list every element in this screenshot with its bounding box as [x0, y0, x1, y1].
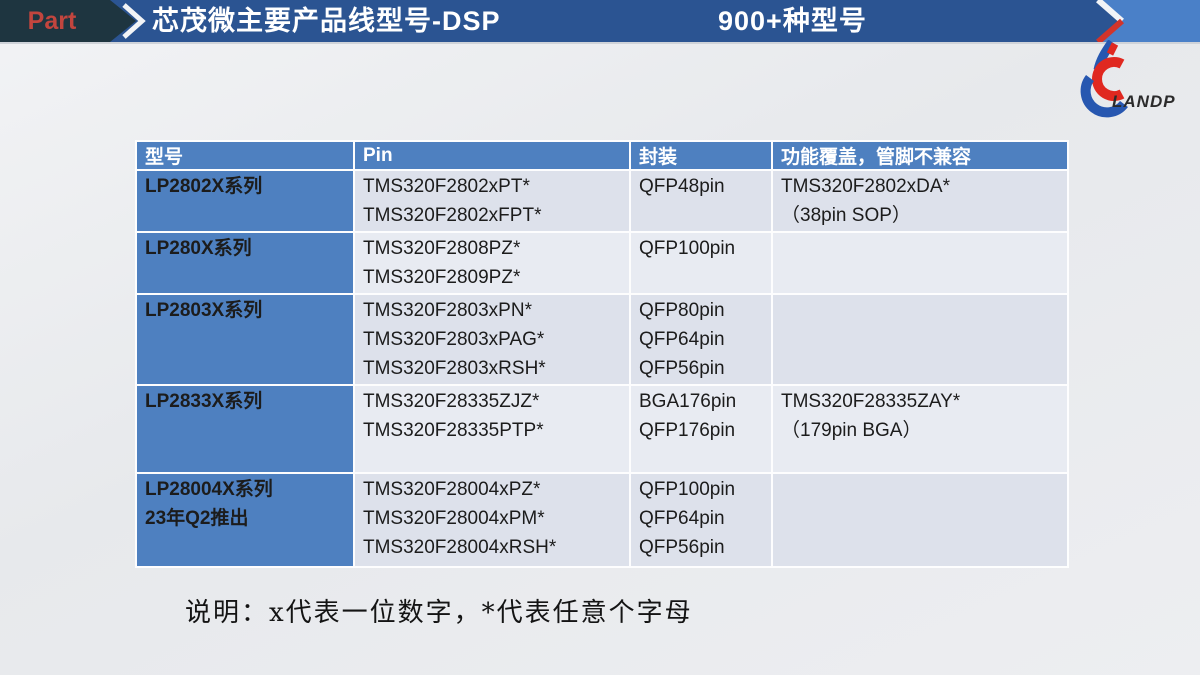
column-header: Pin [355, 142, 629, 169]
chevron-right-icon [122, 3, 146, 39]
model-cell: LP28004X系列 23年Q2推出 [137, 474, 353, 566]
cell-line: QFP100pin [639, 479, 736, 500]
cell-line: TMS320F2809PZ* [363, 267, 521, 288]
product-table-header-row: 型号 Pin 封装 功能覆盖，管脚不兼容 [137, 142, 1067, 169]
cell-line: QFP176pin [639, 420, 736, 441]
coverage-cell: TMS320F2802xDA* （38pin SOP） [773, 171, 1067, 231]
cell-line: QFP48pin [639, 176, 725, 197]
table-row: LP28004X系列 23年Q2推出 TMS320F28004xPZ* TMS320F… [137, 474, 1067, 566]
cell-line: TMS320F28335ZJZ* [363, 391, 540, 412]
pin-cell: TMS320F28004xPZ* TMS320F28004xPM* TMS320F2… [355, 474, 629, 566]
product-table: 型号 Pin 封装 功能覆盖，管脚不兼容 LP2802X系列 TMS320F2802xP… [135, 140, 1069, 568]
cell-line: LP280X系列 [145, 238, 252, 259]
coverage-cell [773, 295, 1067, 384]
landp-logo-text: LANDP [1112, 92, 1176, 111]
cell-line: LP2833X系列 [145, 391, 263, 412]
table-row: LP2802X系列 TMS320F2802xPT* TMS320F2802xFPT*… [137, 171, 1067, 231]
table-row: LP2803X系列 TMS320F2803xPN* TMS320F2803xPAG*… [137, 295, 1067, 384]
package-cell: QFP100pin [631, 233, 771, 293]
model-cell: LP2833X系列 [137, 386, 353, 472]
cell-line: LP2802X系列 [145, 176, 263, 197]
cell-line: TMS320F2803xPN* [363, 300, 532, 321]
landp-logo: LANDP [1060, 39, 1196, 120]
bar-end-decoration [1096, 0, 1200, 42]
cell-line: BGA176pin [639, 391, 737, 412]
top-bar: Part 芯茂微主要产品线型号-DSP 900+种型号 [0, 0, 1200, 44]
landp-logo-mark-icon [1080, 39, 1128, 118]
column-header: 封装 [631, 142, 771, 169]
cell-line: LP28004X系列 [145, 479, 273, 500]
pin-cell: TMS320F28335ZJZ* TMS320F28335PTP* [355, 386, 629, 472]
cell-line: （179pin BGA） [781, 420, 922, 441]
cell-line: TMS320F28004xPZ* [363, 479, 541, 500]
table-row: LP2833X系列 TMS320F28335ZJZ* TMS320F28335PTP… [137, 386, 1067, 472]
column-header: 型号 [137, 142, 353, 169]
cell-line: TMS320F2808PZ* [363, 238, 521, 259]
model-count-badge: 900+种型号 [718, 6, 867, 36]
page-title: 芯茂微主要产品线型号-DSP [152, 6, 501, 36]
cell-line: TMS320F28004xPM* [363, 508, 545, 529]
coverage-cell: TMS320F28335ZAY* （179pin BGA） [773, 386, 1067, 472]
cell-line: TMS320F28335ZAY* [781, 391, 961, 412]
part-label: Part [27, 6, 77, 35]
cell-line: QFP56pin [639, 537, 725, 558]
package-cell: QFP80pin QFP64pin QFP56pin [631, 295, 771, 384]
product-table-body: LP2802X系列 TMS320F2802xPT* TMS320F2802xFPT*… [137, 171, 1067, 566]
cell-line: TMS320F2803xRSH* [363, 358, 546, 379]
cell-line: TMS320F2802xFPT* [363, 205, 542, 226]
cell-line: QFP64pin [639, 329, 725, 350]
cell-line: （38pin SOP） [781, 205, 911, 226]
cell-line: 23年Q2推出 [145, 508, 249, 529]
package-cell: QFP100pin QFP64pin QFP56pin [631, 474, 771, 566]
cell-line: TMS320F2802xPT* [363, 176, 530, 197]
model-cell: LP2802X系列 [137, 171, 353, 231]
package-cell: QFP48pin [631, 171, 771, 231]
table-row: LP280X系列 TMS320F2808PZ* TMS320F2809PZ* QFP1… [137, 233, 1067, 293]
pin-cell: TMS320F2808PZ* TMS320F2809PZ* [355, 233, 629, 293]
cell-line: QFP64pin [639, 508, 725, 529]
coverage-cell [773, 233, 1067, 293]
pin-cell: TMS320F2802xPT* TMS320F2802xFPT* [355, 171, 629, 231]
pin-cell: TMS320F2803xPN* TMS320F2803xPAG* TMS320F28… [355, 295, 629, 384]
cell-line: TMS320F28335PTP* [363, 420, 544, 441]
model-cell: LP280X系列 [137, 233, 353, 293]
column-header: 功能覆盖，管脚不兼容 [773, 142, 1067, 169]
footnote: 说明：x代表一位数字，*代表任意个字母 [185, 598, 693, 628]
cell-line: TMS320F2802xDA* [781, 176, 950, 197]
model-cell: LP2803X系列 [137, 295, 353, 384]
cell-line: TMS320F2803xPAG* [363, 329, 545, 350]
cell-line: QFP56pin [639, 358, 725, 379]
cell-line: LP2803X系列 [145, 300, 263, 321]
part-tab: Part [0, 0, 136, 42]
package-cell: BGA176pin QFP176pin [631, 386, 771, 472]
cell-line: TMS320F28004xRSH* [363, 537, 557, 558]
cell-line: QFP80pin [639, 300, 725, 321]
cell-line: QFP100pin [639, 238, 736, 259]
coverage-cell [773, 474, 1067, 566]
